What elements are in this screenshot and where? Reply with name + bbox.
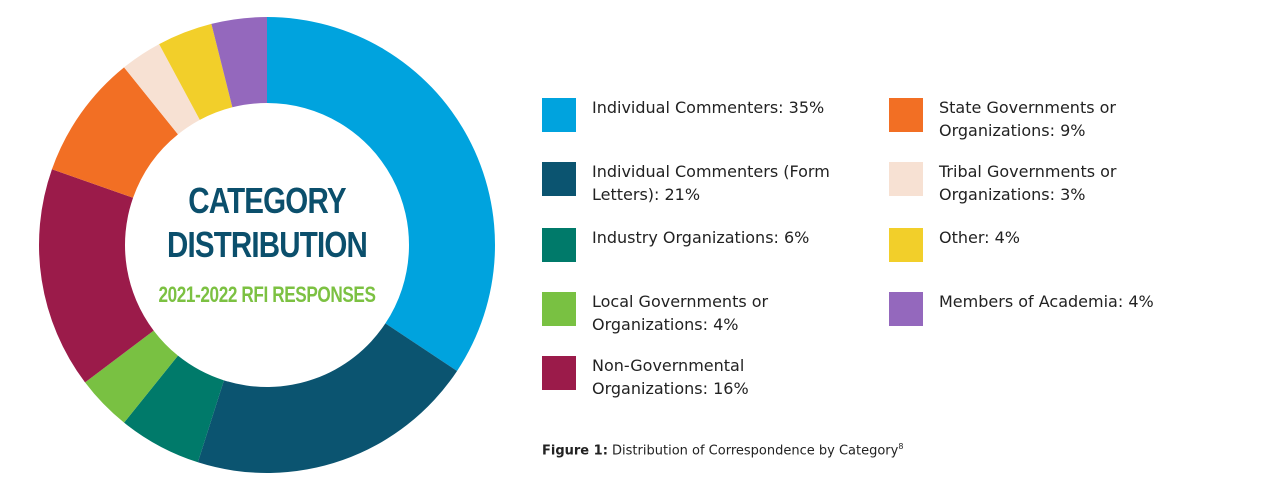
chart-subtitle: 2021-2022 RFI RESPONSES (158, 282, 376, 307)
legend-swatch (542, 292, 576, 326)
legend-label: Other: 4% (939, 228, 1021, 247)
donut-slice-industry-organizations (124, 355, 224, 463)
legend-swatch (542, 356, 576, 390)
chart-title-line-1: CATEGORY (188, 180, 346, 221)
legend-swatch (542, 162, 576, 196)
legend-swatch (889, 98, 923, 132)
legend-label: Local Governments or Organizations: 4% (592, 292, 769, 334)
legend-item-form-letters: Individual Commenters (Form Letters): 21… (542, 162, 832, 206)
donut-slice-non-governmental-organizations (38, 169, 154, 383)
legend-swatch (889, 228, 923, 262)
donut-slice-individual-commenters (267, 17, 495, 371)
legend-item-industry-organizations: Industry Organizations: 6% (542, 228, 832, 262)
legend-label: Tribal Governments or Organizations: 3% (939, 162, 1117, 204)
legend-swatch (889, 292, 923, 326)
legend-item-members-of-academia: Members of Academia: 4% (889, 292, 1179, 326)
donut-chart (38, 17, 495, 474)
donut-slice-state-governments-or-organizations (51, 67, 178, 198)
legend-label: Individual Commenters: 35% (592, 98, 825, 117)
legend-item-individual-commenters: Individual Commenters: 35% (542, 98, 832, 132)
donut-slice-other (159, 23, 233, 120)
donut-slice-individual-commenters-form-letters (197, 323, 458, 474)
legend-swatch (542, 228, 576, 262)
donut-slice-local-governments-or-organizations (85, 330, 178, 423)
legend-item-state-governments: State Governments or Organizations: 9% (889, 98, 1179, 142)
legend-item-local-governments: Local Governments or Organizations: 4% (542, 292, 832, 336)
chart-title-line-2: DISTRIBUTION (166, 224, 368, 265)
legend-item-other: Other: 4% (889, 228, 1179, 262)
legend-swatch (889, 162, 923, 196)
legend-label: Members of Academia: 4% (939, 292, 1154, 311)
legend-label: Non-Governmental Organizations: 16% (592, 356, 749, 398)
legend-item-non-governmental: Non-Governmental Organizations: 16% (542, 356, 832, 400)
legend-label: Individual Commenters (Form Letters): 21… (592, 162, 830, 204)
donut-slice-tribal-governments-or-organizations (124, 44, 200, 135)
donut-slice-members-of-academia (211, 17, 267, 108)
caption-text: Distribution of Correspondence by Catego… (607, 443, 899, 459)
figure-caption: Figure 1: Distribution of Correspondence… (542, 442, 903, 458)
legend-label: Industry Organizations: 6% (592, 228, 810, 247)
legend-label: State Governments or Organizations: 9% (939, 98, 1117, 140)
caption-label: Figure 1: (542, 443, 608, 459)
legend-item-tribal-governments: Tribal Governments or Organizations: 3% (889, 162, 1179, 206)
caption-footnote: 8 (898, 442, 904, 451)
legend-swatch (542, 98, 576, 132)
